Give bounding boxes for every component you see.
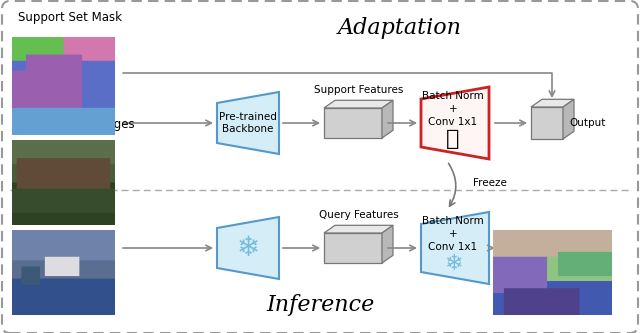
Text: ❄: ❄ xyxy=(236,234,260,262)
Polygon shape xyxy=(217,217,279,279)
Polygon shape xyxy=(563,99,574,139)
Text: Batch Norm
+
Conv 1x1: Batch Norm + Conv 1x1 xyxy=(422,91,484,127)
Polygon shape xyxy=(382,225,393,263)
Text: Support Set Mask: Support Set Mask xyxy=(18,11,122,24)
Text: Query Image: Query Image xyxy=(18,193,95,206)
Text: Adaptation: Adaptation xyxy=(338,17,462,39)
Polygon shape xyxy=(324,233,382,263)
Text: Query Features: Query Features xyxy=(319,210,399,220)
Polygon shape xyxy=(531,99,574,107)
Polygon shape xyxy=(324,100,393,108)
Text: Support Set Images: Support Set Images xyxy=(18,118,134,131)
Polygon shape xyxy=(324,108,382,138)
Polygon shape xyxy=(531,107,563,139)
Text: Inference: Inference xyxy=(266,294,374,316)
Text: Batch Norm
+
Conv 1x1: Batch Norm + Conv 1x1 xyxy=(422,216,484,252)
Text: Support Features: Support Features xyxy=(314,85,404,95)
Text: Freeze: Freeze xyxy=(473,178,507,188)
Text: Pre-trained
Backbone: Pre-trained Backbone xyxy=(219,112,277,134)
Text: ❄: ❄ xyxy=(444,254,462,274)
Polygon shape xyxy=(382,100,393,138)
Text: Output: Output xyxy=(569,118,605,128)
Polygon shape xyxy=(421,87,489,159)
Text: 🔥: 🔥 xyxy=(446,129,460,149)
Polygon shape xyxy=(421,212,489,284)
Polygon shape xyxy=(324,225,393,233)
Polygon shape xyxy=(217,92,279,154)
